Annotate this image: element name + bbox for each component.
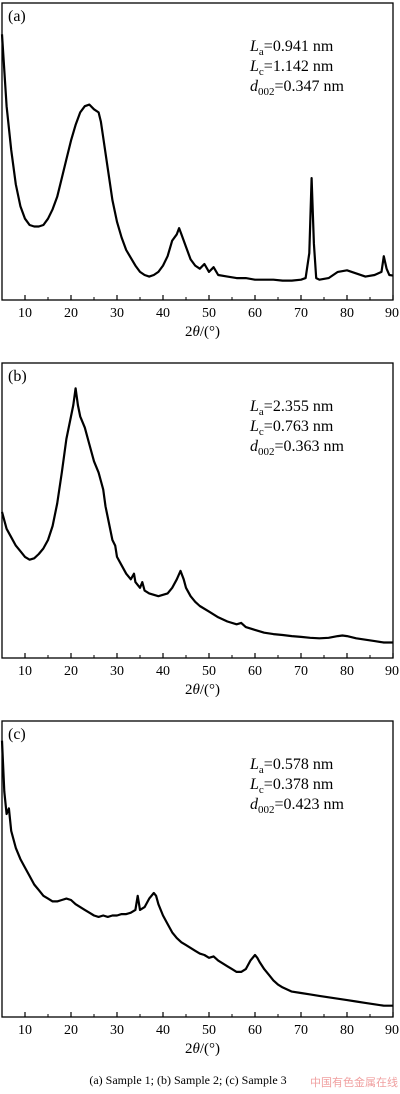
x-tick-label: 90 — [385, 1023, 399, 1038]
x-tick-label: 70 — [294, 664, 308, 679]
x-tick-label: 50 — [202, 664, 216, 679]
crystallite-param: Lc=0.763 nm — [249, 418, 334, 438]
x-tick-label: 40 — [156, 664, 170, 679]
crystallite-param: d002=0.347 nm — [250, 78, 345, 98]
x-tick-label: 30 — [110, 1023, 124, 1038]
panel-1: 10 20 30 40 50 60 70 80 90 2θ/(°) (b) La=2.355 nmLc… — [0, 362, 399, 698]
xrd-pattern-line — [0, 387, 393, 644]
x-tick-label: 60 — [248, 1023, 262, 1038]
panel-label: (b) — [8, 368, 27, 385]
x-tick-label: 60 — [248, 664, 262, 679]
panel-0: 10 20 30 40 50 60 70 80 90 2θ/(°) (a) La=0.941 nmLc… — [0, 2, 399, 340]
crystallite-param: La=0.941 nm — [249, 38, 334, 58]
panel-label: (c) — [8, 726, 26, 743]
x-tick-label: 30 — [110, 306, 124, 321]
x-tick-label: 90 — [385, 664, 399, 679]
crystallite-param: La=2.355 nm — [249, 398, 334, 418]
x-tick-label: 20 — [64, 1023, 78, 1038]
x-tick-label: 10 — [18, 664, 32, 679]
x-tick-label: 30 — [110, 664, 124, 679]
x-axis-label: 2θ/(°) — [185, 682, 220, 698]
x-tick-label: 60 — [248, 306, 262, 321]
x-axis-label: 2θ/(°) — [185, 324, 220, 340]
xrd-pattern-line — [0, 740, 393, 1007]
x-tick-label: 70 — [294, 1023, 308, 1038]
x-tick-label: 40 — [156, 306, 170, 321]
x-tick-label: 10 — [18, 306, 32, 321]
x-tick-label: 80 — [340, 664, 354, 679]
x-tick-label: 80 — [340, 1023, 354, 1038]
crystallite-param: d002=0.363 nm — [250, 438, 345, 458]
x-tick-label: 40 — [156, 1023, 170, 1038]
plot-frame — [1, 2, 394, 301]
crystallite-param: Lc=0.378 nm — [249, 776, 334, 796]
x-tick-label: 80 — [340, 306, 354, 321]
panel-2: 10 20 30 40 50 60 70 80 90 2θ/(°) (c) La=0.578 nmLc… — [0, 720, 399, 1057]
x-tick-label: 90 — [385, 306, 399, 321]
x-tick-label: 50 — [202, 306, 216, 321]
panel-label: (a) — [8, 8, 26, 25]
plot-frame — [1, 720, 394, 1018]
x-axis-label: 2θ/(°) — [185, 1041, 220, 1057]
crystallite-param: La=0.578 nm — [249, 756, 334, 776]
xrd-pattern-line — [0, 34, 394, 282]
x-tick-label: 20 — [64, 664, 78, 679]
x-tick-label: 20 — [64, 306, 78, 321]
watermark: 中国有色金属在线 — [310, 1075, 398, 1089]
figure-caption: (a) Sample 1; (b) Sample 2; (c) Sample 3 — [89, 1073, 286, 1087]
x-tick-label: 10 — [18, 1023, 32, 1038]
x-tick-label: 50 — [202, 1023, 216, 1038]
x-tick-label: 70 — [294, 306, 308, 321]
crystallite-param: d002=0.423 nm — [250, 796, 345, 816]
crystallite-param: Lc=1.142 nm — [249, 58, 334, 78]
plot-frame — [1, 362, 394, 659]
